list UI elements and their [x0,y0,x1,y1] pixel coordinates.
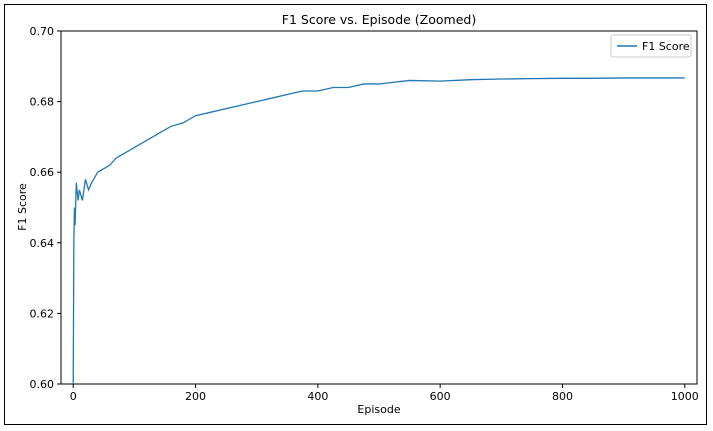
series-line-f1-score [72,77,685,385]
x-axis: 0 200 400 600 800 1000 [70,384,699,403]
x-tick-label: 400 [307,390,328,403]
x-tick-label: 800 [552,390,573,403]
legend-label: F1 Score [642,40,690,53]
x-tick-label: 200 [185,390,206,403]
x-tick-label: 1000 [671,390,699,403]
y-tick-label: 0.68 [30,96,55,109]
y-tick-label: 0.60 [30,378,55,391]
y-tick-label: 0.64 [30,237,55,250]
y-axis: 0.60 0.62 0.64 0.66 0.68 0.70 [30,25,61,391]
y-axis-title: F1 Score [16,183,29,231]
y-tick-label: 0.62 [30,307,55,320]
x-tick-label: 600 [430,390,451,403]
y-tick-label: 0.70 [30,25,55,38]
chart-title: F1 Score vs. Episode (Zoomed) [282,12,476,27]
legend: F1 Score [610,34,692,58]
legend-box [610,34,692,58]
y-tick-label: 0.66 [30,166,55,179]
plot-area [60,30,698,385]
x-axis-title: Episode [357,403,400,416]
x-tick-label: 0 [70,390,77,403]
